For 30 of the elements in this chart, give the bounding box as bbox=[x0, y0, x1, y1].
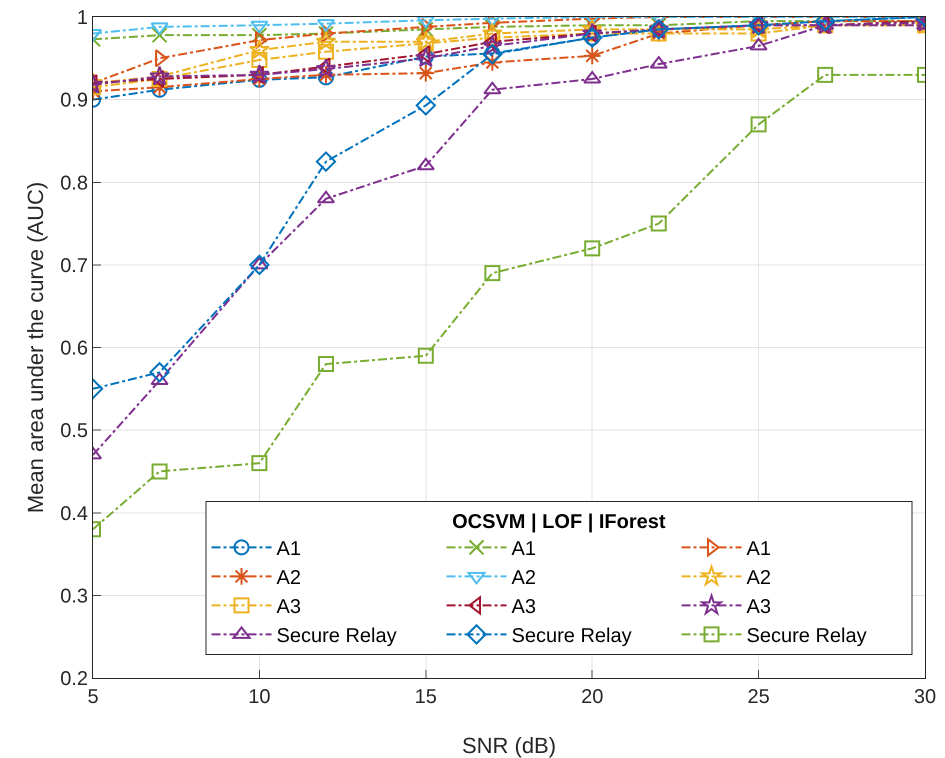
x-tick-label: 5 bbox=[87, 686, 99, 708]
y-axis-title: Mean area under the curve (AUC) bbox=[22, 182, 48, 514]
x-tick-label: 25 bbox=[747, 686, 770, 708]
legend-label: A1 bbox=[746, 538, 771, 560]
legend-label: A1 bbox=[512, 538, 536, 560]
legend-label: A3 bbox=[276, 596, 301, 618]
legend-label: A2 bbox=[746, 567, 771, 590]
y-tick-label: 1 bbox=[76, 7, 88, 29]
y-tick-label: 0.6 bbox=[60, 338, 88, 360]
legend-label: A1 bbox=[276, 538, 301, 560]
legend-label: A3 bbox=[512, 596, 536, 618]
legend-label: A3 bbox=[746, 596, 771, 618]
y-tick-label: 0.3 bbox=[60, 585, 88, 608]
legend-label: Secure Relay bbox=[276, 625, 397, 648]
legend-label: A2 bbox=[276, 567, 301, 590]
legend-label: Secure Relay bbox=[512, 625, 632, 648]
y-tick-label: 0.7 bbox=[60, 254, 88, 277]
legend-label: Secure Relay bbox=[746, 625, 867, 648]
x-axis-title: SNR (dB) bbox=[462, 733, 556, 758]
legend-title: OCSVM | LOF | IForest bbox=[452, 510, 666, 533]
legend-label: A2 bbox=[512, 567, 536, 590]
x-tick-label: 10 bbox=[248, 686, 271, 708]
y-tick-label: 0.5 bbox=[60, 420, 88, 442]
y-tick-label: 0.2 bbox=[60, 668, 88, 690]
y-tick-label: 0.9 bbox=[60, 90, 88, 112]
y-tick-label: 0.4 bbox=[60, 502, 88, 525]
x-tick-label: 15 bbox=[414, 686, 437, 708]
x-tick-label: 20 bbox=[581, 686, 604, 708]
x-tick-label: 30 bbox=[914, 686, 936, 708]
y-tick-label: 0.8 bbox=[60, 172, 88, 194]
